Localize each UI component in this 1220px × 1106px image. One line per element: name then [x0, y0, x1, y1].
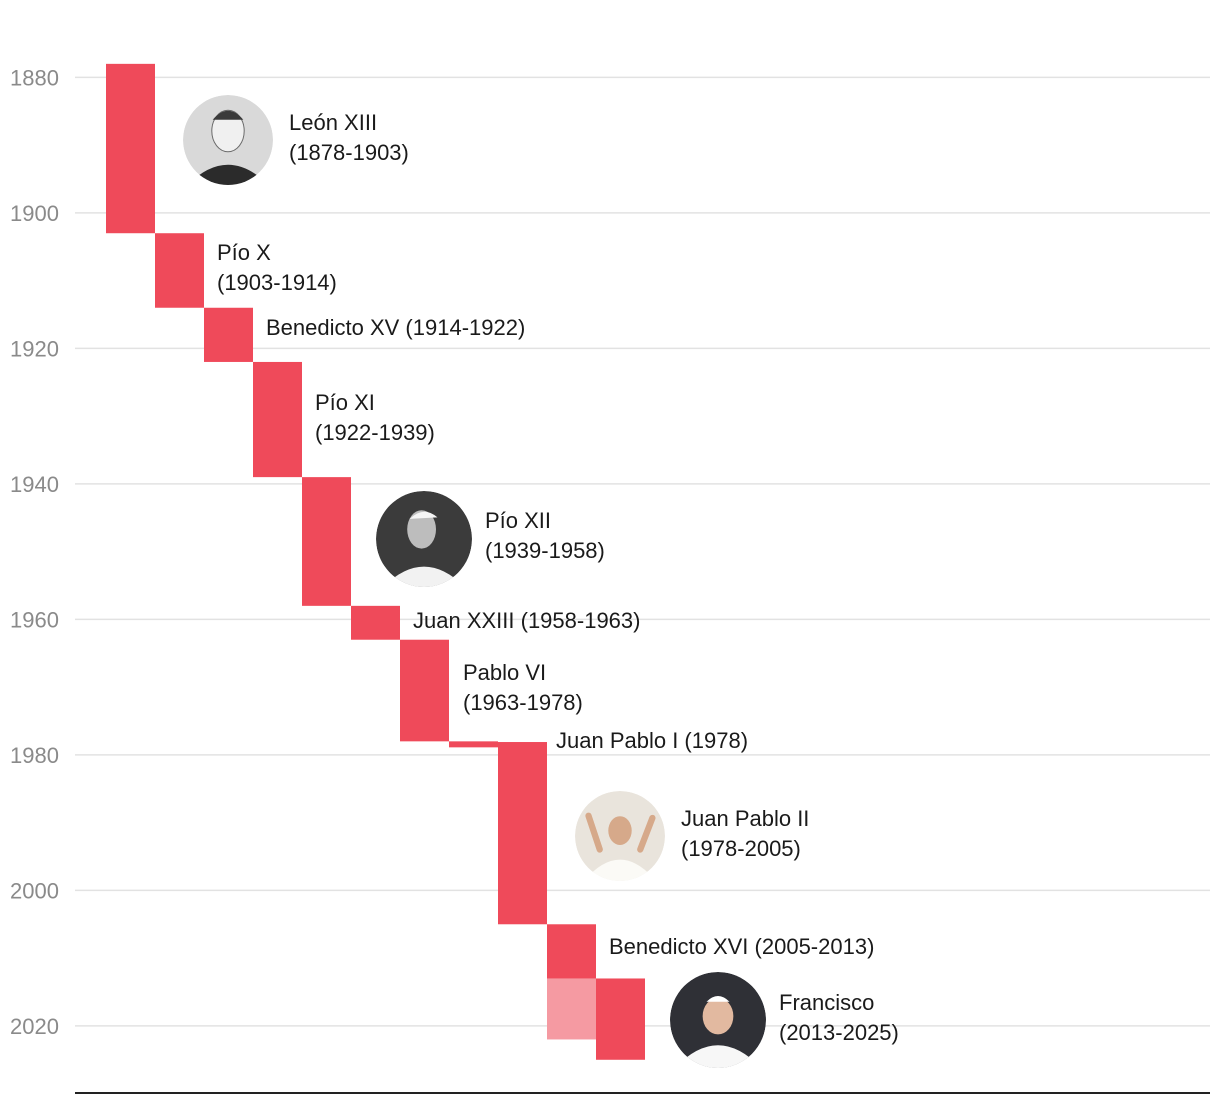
y-tick-label-2000: 2000 [10, 878, 59, 903]
label-line: (1903-1914) [217, 270, 337, 295]
reign-bar-pio-x [155, 233, 204, 308]
reign-bar-juan-pablo-ii [498, 742, 547, 925]
y-tick-label-1880: 1880 [10, 65, 59, 90]
reign-bar-francisco [596, 978, 645, 1060]
label-line: Juan Pablo I (1978) [556, 728, 748, 753]
label-line: Benedicto XVI (2005-2013) [609, 934, 874, 959]
label-line: Juan Pablo II [681, 806, 809, 831]
portraits [183, 95, 766, 1068]
reign-bar-benedicto-xv [204, 307, 253, 362]
john-paul-ii-portrait [575, 791, 665, 881]
francis-portrait [670, 972, 766, 1068]
label-juan-pablo-i: Juan Pablo I (1978) [556, 728, 748, 753]
reign-bar-pio-xii [302, 477, 351, 606]
label-juan-pablo-ii: Juan Pablo II (1978-2005) [681, 806, 809, 861]
y-tick-label-1900: 1900 [10, 201, 59, 226]
y-tick-label-1920: 1920 [10, 336, 59, 361]
label-line: Pío XI [315, 390, 375, 415]
pius-xii-portrait [376, 491, 472, 587]
label-pablo-vi: Pablo VI (1963-1978) [463, 660, 583, 715]
y-tick-label-1980: 1980 [10, 743, 59, 768]
reign-bars [106, 63, 645, 1060]
label-pio-xii: Pío XII (1939-1958) [485, 508, 605, 563]
label-line: (1939-1958) [485, 538, 605, 563]
reign-bar-juan-xxiii [351, 605, 400, 640]
reign-labels: León XIII (1878-1903) Pío X (1903-1914) Bene… [217, 110, 899, 1045]
label-juan-xxiii: Juan XXIII (1958-1963) [413, 608, 640, 633]
label-pio-xi: Pío XI (1922-1939) [315, 390, 435, 445]
leo-xiii-portrait [183, 95, 273, 185]
label-line: (1978-2005) [681, 836, 801, 861]
reign-bar-benedicto-xvi [547, 924, 596, 979]
grid-lines [75, 76, 1210, 1027]
label-leon-xiii: León XIII (1878-1903) [289, 110, 409, 165]
reign-extension-benedicto-xvi [547, 978, 596, 1040]
reign-bar-juan-pablo-i [449, 741, 498, 748]
y-axis-ticks: 1880 1900 1920 1940 1960 1980 2000 2020 [10, 65, 59, 1039]
reign-bar-leon-xiii [106, 63, 155, 234]
label-line: Benedicto XV (1914-1922) [266, 315, 525, 340]
label-line: (2013-2025) [779, 1020, 899, 1045]
label-line: Juan XXIII (1958-1963) [413, 608, 640, 633]
label-francisco: Francisco (2013-2025) [779, 990, 899, 1045]
label-pio-x: Pío X (1903-1914) [217, 240, 337, 295]
reign-bar-pablo-vi [400, 639, 449, 742]
y-tick-label-2020: 2020 [10, 1014, 59, 1039]
label-line: Pío X [217, 240, 271, 265]
y-tick-label-1940: 1940 [10, 472, 59, 497]
label-benedicto-xv: Benedicto XV (1914-1922) [266, 315, 525, 340]
y-tick-label-1960: 1960 [10, 607, 59, 632]
label-line: (1963-1978) [463, 690, 583, 715]
label-line: Pío XII [485, 508, 551, 533]
label-line: (1922-1939) [315, 420, 435, 445]
label-line: Pablo VI [463, 660, 546, 685]
label-line: (1878-1903) [289, 140, 409, 165]
label-benedicto-xvi: Benedicto XVI (2005-2013) [609, 934, 874, 959]
reign-bar-pio-xi [253, 361, 302, 478]
label-line: Francisco [779, 990, 874, 1015]
label-line: León XIII [289, 110, 377, 135]
